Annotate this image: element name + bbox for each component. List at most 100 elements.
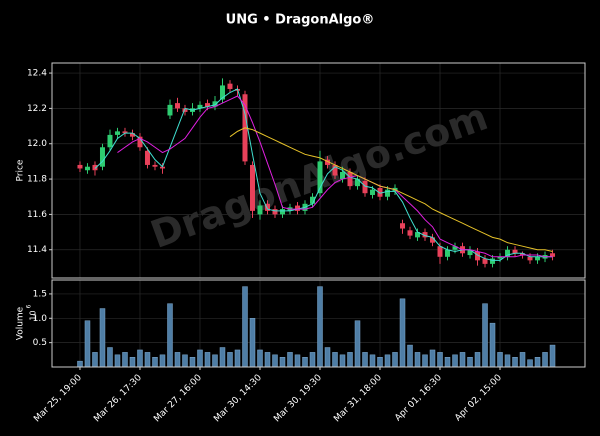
candle-body — [212, 101, 218, 107]
volume-bar — [122, 352, 128, 368]
volume-bar — [549, 344, 556, 368]
chart-title: UNG • DragonAlgo® — [226, 13, 375, 28]
volume-bar — [512, 357, 518, 368]
x-tick-label: Mar 31, 18:00 — [332, 373, 384, 425]
volume-bar — [392, 352, 398, 368]
candle-body — [370, 189, 376, 195]
volume-bar — [137, 349, 143, 368]
volume-bar — [399, 298, 406, 368]
x-tick-label: Mar 27, 16:00 — [152, 373, 204, 425]
volume-bar — [317, 286, 323, 368]
candle-body — [129, 133, 135, 137]
candle-body — [340, 172, 346, 180]
y-tick-label: 12.0 — [27, 139, 47, 149]
candle-body — [482, 258, 488, 264]
volume-bar — [182, 354, 188, 368]
volume-bar — [219, 347, 226, 368]
candle-body — [467, 249, 473, 256]
volume-bar — [384, 354, 391, 368]
candle-body — [197, 104, 203, 109]
y-tick-label: 0.5 — [33, 338, 47, 348]
volume-bar — [497, 352, 503, 368]
candle-body — [505, 249, 511, 257]
candle-body — [430, 237, 436, 243]
candle-body — [107, 134, 113, 148]
candle-body — [144, 150, 150, 165]
candle-body — [317, 161, 323, 194]
volume-bar — [489, 322, 496, 368]
y-tick-label: 11.6 — [27, 210, 47, 220]
candle-body — [520, 253, 526, 256]
candle-body — [415, 232, 421, 238]
x-tick-label: Mar 30, 19:30 — [272, 373, 324, 425]
candle-body — [219, 85, 225, 100]
candle-body — [347, 172, 353, 187]
volume-bar — [99, 308, 106, 368]
volume-bar — [84, 320, 91, 368]
candle-body — [279, 209, 285, 215]
volume-bar — [452, 354, 458, 368]
volume-bar — [242, 286, 248, 368]
volume-bar — [279, 357, 286, 368]
candle-body — [355, 179, 361, 187]
candle-body — [84, 166, 90, 171]
volume-bar — [174, 352, 181, 368]
volume-bar — [482, 303, 488, 368]
candle-body — [174, 103, 180, 109]
x-tick-label: Mar 26, 17:30 — [92, 373, 144, 425]
candle-body — [249, 164, 255, 211]
volume-bar — [369, 354, 376, 368]
volume-bar — [114, 354, 121, 368]
volume-bar — [362, 352, 368, 368]
candle-body — [377, 187, 383, 197]
volume-bar — [294, 354, 301, 368]
volume-bar — [272, 354, 278, 368]
plot-frame — [51, 279, 586, 368]
volume-bar — [527, 359, 533, 368]
y-tick-label: 1.0 — [33, 314, 48, 324]
candle-body — [527, 256, 533, 261]
candle-body — [512, 249, 518, 254]
candle-body — [325, 159, 331, 165]
candle-body — [309, 196, 315, 204]
volume-bar — [519, 352, 526, 368]
volume-bar — [197, 349, 203, 368]
volume-bar — [107, 347, 113, 368]
candle-body — [497, 256, 503, 259]
y-axis-label: Volume — [16, 306, 26, 340]
volume-bar — [77, 360, 83, 368]
y-tick-label: 12.4 — [27, 69, 47, 79]
volume-bar — [309, 352, 316, 368]
ma-line — [94, 88, 553, 261]
multiplier-exponent: 6 — [26, 304, 33, 308]
volume-bar — [542, 352, 548, 368]
volume-bar — [339, 354, 346, 368]
volume-bar — [324, 347, 331, 368]
volume-bar — [414, 352, 421, 368]
plot-frame — [51, 62, 586, 279]
volume-bar — [459, 352, 466, 368]
x-tick-label: Apr 02, 15:00 — [453, 373, 504, 424]
volume-bar — [534, 357, 541, 368]
candle-body — [385, 189, 391, 197]
candle-body — [490, 258, 496, 264]
volume-bar — [407, 344, 413, 368]
volume-bar — [92, 352, 98, 368]
volume-bar — [167, 303, 173, 368]
candle-body — [400, 223, 406, 229]
y-tick-label: 11.8 — [27, 175, 47, 185]
ma-line — [117, 95, 553, 258]
y-tick-label: 11.4 — [27, 245, 47, 255]
candle-body — [407, 230, 413, 236]
volume-bar — [212, 354, 218, 368]
candle-body — [452, 246, 458, 250]
ma-line — [229, 127, 553, 252]
volume-bar — [504, 354, 511, 368]
candle-body — [114, 131, 120, 135]
volume-bar — [264, 352, 271, 368]
candle-body — [257, 205, 263, 215]
volume-bar — [257, 349, 263, 368]
y-axis-label: Price — [16, 159, 26, 181]
candle-body — [535, 256, 541, 261]
